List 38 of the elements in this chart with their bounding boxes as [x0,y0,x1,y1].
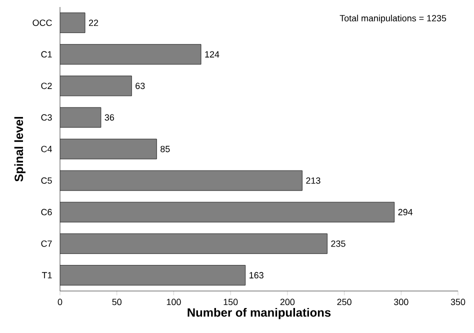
data-label: 235 [331,240,346,247]
bar [60,76,132,96]
data-label: 63 [136,82,145,90]
x-tick-label: 150 [224,298,238,306]
x-tick-label: 100 [166,298,181,306]
data-label: 294 [398,208,413,216]
y-tick-label: C5 [41,177,52,184]
y-tick-label: C3 [41,114,52,121]
data-label: 213 [306,177,320,184]
x-tick-label: 50 [112,298,122,306]
x-tick-label: 0 [58,298,62,306]
y-tick-label: T1 [42,272,52,278]
x-tick-label: 300 [394,298,408,306]
data-label: 163 [250,272,264,278]
bar [60,202,395,222]
y-tick-label: C6 [41,208,52,216]
bar [60,12,86,33]
y-tick-label: C2 [41,82,52,90]
x-axis-title: Number of manipulations [188,308,331,320]
bar [60,233,328,254]
data-label: 85 [160,146,170,152]
y-tick-label: OCC [32,20,52,26]
bar [60,44,202,65]
x-tick-label: 250 [337,298,352,306]
bar [60,265,246,286]
y-tick-label: C4 [41,146,52,152]
annotation: Total manipulations = 1235 [340,14,446,24]
x-tick-label: 350 [450,298,466,306]
y-tick-label: C7 [41,240,52,247]
bar [60,138,157,160]
y-axis-title: Spinal level [14,116,26,182]
bar [60,170,302,191]
data-label: 124 [205,51,220,58]
data-label: 22 [88,20,98,26]
x-tick-label: 200 [280,298,295,306]
y-tick-label: C1 [41,51,52,58]
data-label: 36 [104,114,114,121]
bar [60,107,102,128]
